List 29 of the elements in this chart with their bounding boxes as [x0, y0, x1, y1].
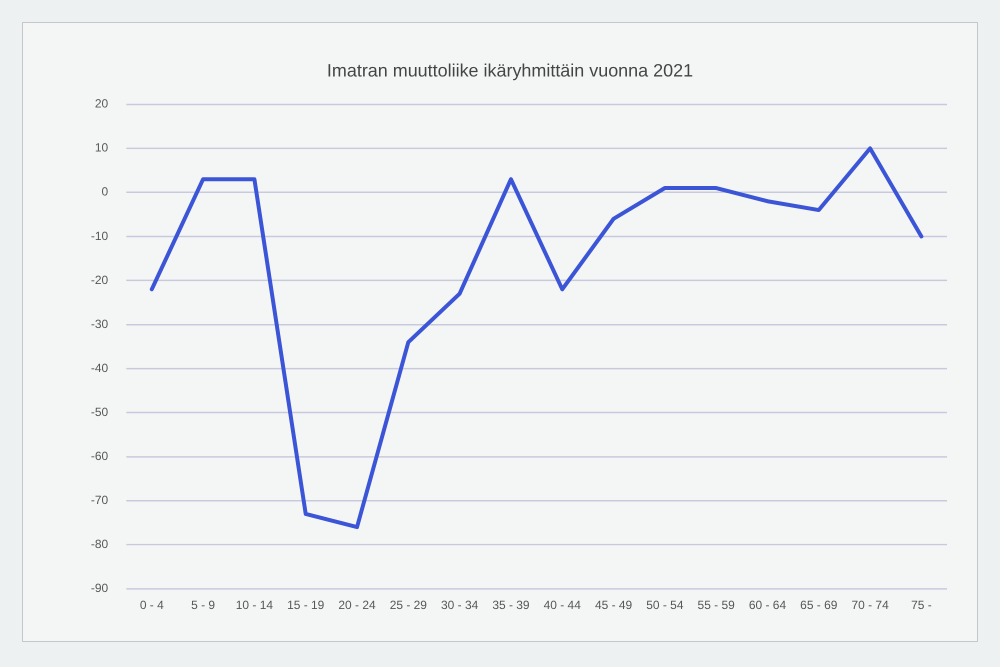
x-tick-label: 75 -	[911, 598, 932, 612]
x-tick-label: 60 - 64	[748, 598, 786, 612]
y-tick-label: 10	[94, 140, 109, 155]
y-tick-label: -90	[90, 581, 109, 596]
x-tick-label: 40 - 44	[544, 598, 582, 612]
x-tick-label: 65 - 69	[800, 598, 838, 612]
y-tick-label: 20	[94, 96, 109, 111]
y-tick-label: -30	[90, 316, 109, 331]
y-tick-label: 0	[102, 184, 109, 199]
chart-title: Imatran muuttoliike ikäryhmittäin vuonna 2021	[326, 60, 694, 81]
x-tick-label: 10 - 14	[236, 598, 274, 612]
y-tick-label: -20	[90, 272, 109, 287]
x-tick-label: 15 - 19	[287, 598, 325, 612]
x-tick-label: 20 - 24	[338, 598, 376, 612]
x-tick-label: 50 - 54	[646, 598, 684, 612]
x-tick-label: 45 - 49	[594, 598, 633, 612]
y-tick-label: -70	[90, 493, 109, 507]
x-tick-label: 25 - 29	[390, 598, 428, 612]
x-tick-label: 35 - 39	[492, 598, 530, 612]
y-tick-label: -10	[90, 228, 109, 243]
y-tick-label: -80	[90, 537, 109, 552]
x-tick-label: 30 - 34	[441, 598, 479, 612]
y-tick-label: -60	[90, 448, 109, 463]
x-tick-label: 55 - 59	[698, 598, 736, 612]
y-tick-label: -50	[90, 404, 109, 419]
y-tick-label: -40	[90, 360, 109, 375]
x-tick-label: 5 - 9	[191, 598, 216, 612]
x-tick-label: 70 - 74	[851, 598, 890, 612]
x-tick-label: 0 - 4	[140, 598, 164, 612]
